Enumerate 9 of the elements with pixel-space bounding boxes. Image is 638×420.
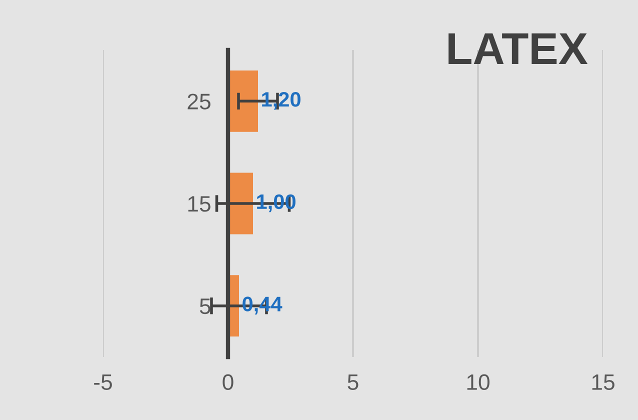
y-tick-label: 25 — [188, 94, 210, 110]
x-tick-label: -5 — [94, 374, 112, 390]
x-tick-label: 0 — [222, 374, 234, 390]
x-tick-label: 5 — [348, 374, 358, 390]
x-tick-label: 15 — [592, 374, 614, 390]
y-tick-label: 15 — [188, 196, 210, 212]
bar — [228, 70, 258, 132]
x-tick-label: 10 — [467, 374, 490, 390]
chart-title: LATEX — [448, 33, 588, 64]
